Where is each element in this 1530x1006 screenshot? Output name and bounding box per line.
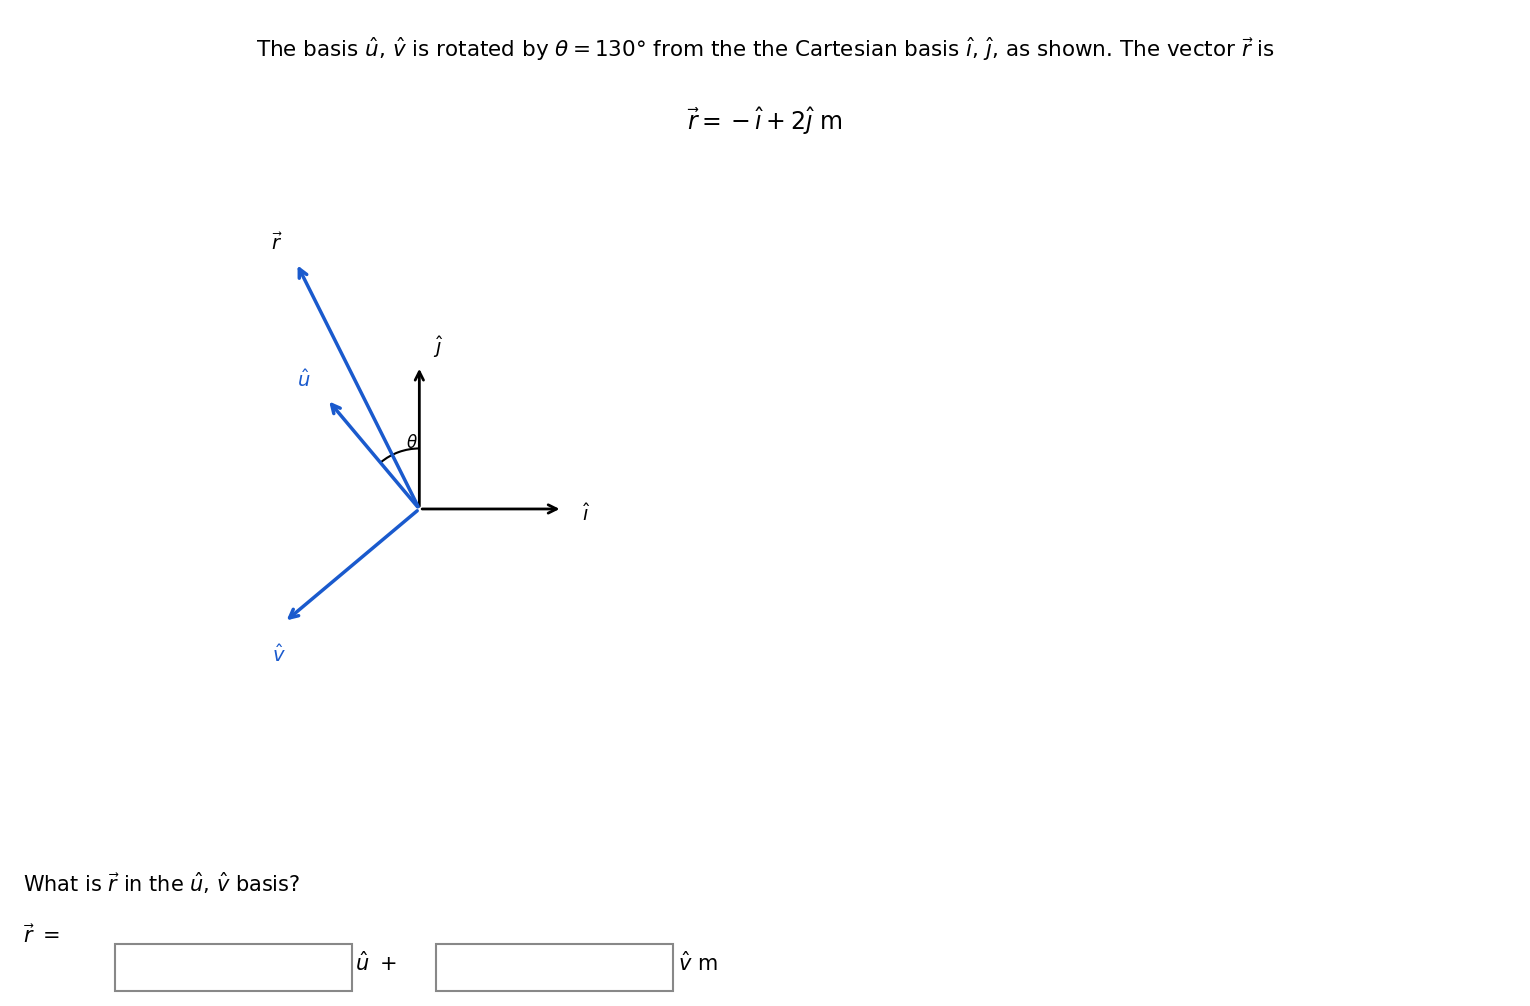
Text: $\hat{u}$: $\hat{u}$ [297, 368, 311, 390]
Text: $\hat{u}\ +$: $\hat{u}\ +$ [355, 952, 396, 975]
Text: $\hat{\jmath}$: $\hat{\jmath}$ [433, 335, 444, 360]
Text: $\vec{r}\ =$: $\vec{r}\ =$ [23, 925, 60, 947]
Text: The basis $\hat{u}$, $\hat{v}$ is rotated by $\theta = 130°$ from the the Cartes: The basis $\hat{u}$, $\hat{v}$ is rotate… [256, 35, 1274, 63]
Text: What is $\vec{r}$ in the $\hat{u}$, $\hat{v}$ basis?: What is $\vec{r}$ in the $\hat{u}$, $\ha… [23, 870, 300, 895]
Text: $\vec{r} = -\hat{\imath} + 2\hat{\jmath}\ \mathrm{m}$: $\vec{r} = -\hat{\imath} + 2\hat{\jmath}… [687, 106, 843, 137]
Text: $\hat{v}\ \mathrm{m}$: $\hat{v}\ \mathrm{m}$ [678, 952, 718, 975]
Text: $\hat{\imath}$: $\hat{\imath}$ [583, 504, 591, 525]
Text: $\vec{r}$: $\vec{r}$ [271, 233, 283, 255]
FancyBboxPatch shape [115, 944, 352, 991]
Text: $\theta$: $\theta$ [405, 435, 418, 453]
FancyBboxPatch shape [436, 944, 673, 991]
Text: $\hat{v}$: $\hat{v}$ [272, 644, 286, 666]
